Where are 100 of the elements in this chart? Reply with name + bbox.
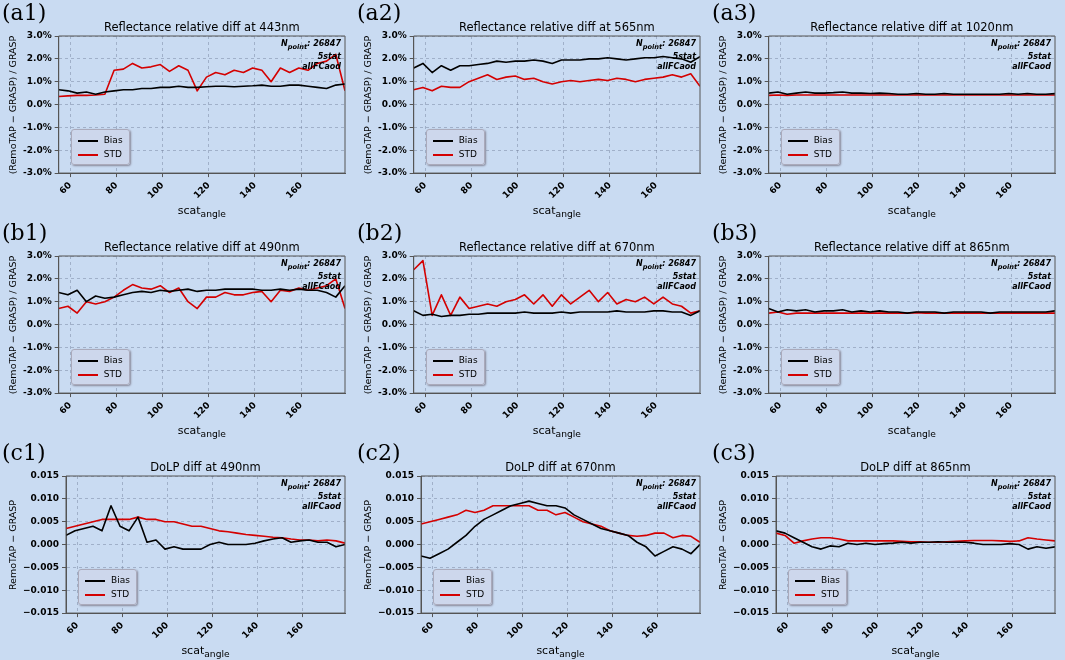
legend-label: Bias [812,134,833,148]
y-tick-label: 1.0% [381,76,407,87]
x-axis-title: scat$_{angle}$ [887,423,936,439]
y-tick-label: 0.010 [30,493,60,504]
y-tick-label: -1.0% [22,121,52,132]
annotation: N$_{point}$: 26847 [990,479,1051,491]
legend-label: Bias [102,134,123,148]
x-tick-label: 60 [774,619,791,636]
y-tick-label: 2.0% [736,53,762,64]
y-tick-label: −0.015 [22,607,60,618]
legend-label: STD [457,148,478,162]
y-tick-label: 3.0% [736,250,762,261]
y-tick-label: 0.015 [30,470,60,481]
y-tick-label: -3.0% [377,167,407,178]
x-axis-title: scat$_{angle}$ [536,643,585,659]
chart-title: Reflectance relative diff at 565nm [458,20,655,34]
y-axis-title: (RemoTAP − GRASP) / GRASP [6,35,18,174]
y-tick-label: -2.0% [377,364,407,375]
y-tick-label: 0.0% [381,318,407,329]
x-axis-title: scat$_{angle}$ [891,643,940,659]
y-tick-label: 0.0% [736,318,762,329]
y-tick-label: 1.0% [736,296,762,307]
text: (c3) [712,440,756,465]
y-tick-label: 0.015 [740,470,770,481]
y-axis-title: RemoTAP − GRASP [716,499,728,590]
x-tick-label: 60 [767,399,784,416]
annotation: allFCaod [1012,281,1051,291]
y-tick-label: −0.005 [377,561,415,572]
y-tick-label: -2.0% [22,364,52,375]
legend-label: STD [110,588,130,602]
y-tick-label: −0.015 [377,607,415,618]
y-tick-label: 0.010 [385,493,415,504]
y-tick-label: -1.0% [22,341,52,352]
y-tick-label: -3.0% [732,387,762,398]
x-axis-title: scat$_{angle}$ [887,203,936,219]
y-tick-label: -1.0% [732,341,762,352]
annotation: N$_{point}$: 26847 [280,259,341,271]
text: (b1) [2,220,48,245]
x-tick-label: 80 [103,399,120,416]
annotation: N$_{point}$: 26847 [990,259,1051,271]
y-tick-label: 0.0% [381,98,407,109]
text: (c1) [2,440,46,465]
y-tick-label: 0.0% [736,98,762,109]
annotation: 5stat [317,271,341,281]
annotation: 5stat [1027,51,1051,61]
text: (b3) [712,220,758,245]
y-tick-label: 1.0% [381,296,407,307]
chart-title: DoLP diff at 670nm [505,460,616,474]
annotation: allFCaod [657,281,696,291]
y-axis-title: RemoTAP − GRASP [361,499,373,590]
x-tick-label: 80 [813,399,830,416]
legend-label: STD [457,368,478,382]
legend-label: STD [812,368,833,382]
y-tick-label: 2.0% [26,273,52,284]
legend-label: STD [812,148,833,162]
y-axis-title: RemoTAP − GRASP [6,499,18,590]
x-axis-title: scat$_{angle}$ [181,643,230,659]
annotation: allFCaod [302,501,341,511]
y-tick-label: -2.0% [732,364,762,375]
annotation: 5stat [317,491,341,501]
y-tick-label: 0.015 [385,470,415,481]
y-tick-label: -2.0% [377,144,407,155]
x-tick-label: 60 [64,619,81,636]
legend-label: Bias [465,574,485,588]
chart-title: DoLP diff at 865nm [860,460,971,474]
x-tick-label: 60 [767,179,784,196]
y-tick-label: 1.0% [26,76,52,87]
annotation: allFCaod [1012,501,1051,511]
chart-title: Reflectance relative diff at 1020nm [810,20,1014,34]
y-tick-label: 0.0% [26,318,52,329]
annotation: N$_{point}$: 26847 [990,39,1051,51]
legend-label: STD [465,588,485,602]
legend-label: Bias [110,574,130,588]
x-tick-label: 80 [109,619,126,636]
y-tick-label: −0.005 [732,561,770,572]
y-tick-label: 3.0% [736,30,762,41]
x-tick-label: 60 [57,179,74,196]
y-tick-label: 2.0% [381,53,407,64]
y-tick-label: 0.005 [385,516,415,527]
y-tick-label: -3.0% [22,387,52,398]
y-tick-label: 0.005 [740,516,770,527]
y-tick-label: 0.000 [740,538,770,549]
annotation: N$_{point}$: 26847 [635,39,696,51]
x-tick-label: 60 [412,399,429,416]
y-tick-label: -1.0% [732,121,762,132]
chart-title: Reflectance relative diff at 865nm [813,240,1010,254]
chart-title: DoLP diff at 490nm [150,460,261,474]
x-tick-label: 80 [458,179,475,196]
x-tick-label: 80 [813,179,830,196]
y-tick-label: 1.0% [26,296,52,307]
legend-label: STD [102,148,123,162]
legend-label: STD [820,588,840,602]
y-tick-label: -2.0% [22,144,52,155]
y-axis-title: (RemoTAP − GRASP) / GRASP [716,255,728,394]
legend-label: STD [102,368,123,382]
y-tick-label: -3.0% [377,387,407,398]
text: (b2) [357,220,403,245]
x-axis-title: scat$_{angle}$ [177,423,226,439]
y-tick-label: -2.0% [732,144,762,155]
x-tick-label: 80 [819,619,836,636]
